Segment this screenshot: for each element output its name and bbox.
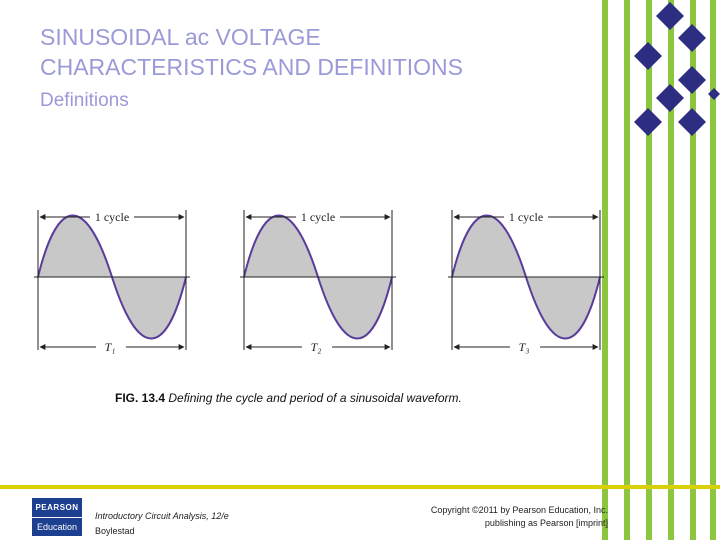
cycle-label-3: 1 cycle bbox=[509, 210, 543, 224]
logo-top-text: PEARSON bbox=[32, 498, 82, 518]
waveform-panel-2: 1 cycle T₂ bbox=[240, 210, 396, 354]
footer-divider bbox=[0, 485, 720, 489]
caption-figure-number: FIG. 13.4 bbox=[115, 391, 166, 405]
book-title: Introductory Circuit Analysis, 12/e bbox=[95, 511, 229, 521]
caption-text: Defining the cycle and period of a sinus… bbox=[168, 391, 462, 405]
copyright-line-2: publishing as Pearson [imprint] bbox=[484, 518, 608, 528]
sinusoid-figure: 1 cycle T₁ 1 cycle T₂ 1 cycle T₃ bbox=[34, 210, 604, 354]
cycle-label-2: 1 cycle bbox=[301, 210, 335, 224]
cycle-label-1: 1 cycle bbox=[95, 210, 129, 224]
slide-subtitle: Definitions bbox=[40, 90, 129, 111]
waveform-panel-1: 1 cycle T₁ bbox=[34, 210, 190, 354]
slide-title-line-2: CHARACTERISTICS AND DEFINITIONS bbox=[40, 54, 463, 80]
book-author: Boylestad bbox=[95, 526, 135, 536]
period-label-3: T₃ bbox=[519, 340, 530, 354]
period-label-2: T₂ bbox=[311, 340, 322, 354]
pearson-logo: PEARSON Education bbox=[32, 498, 82, 536]
copyright-notice: Copyright ©2011 by Pearson Education, In… bbox=[431, 504, 608, 530]
logo-bottom-text: Education bbox=[36, 522, 78, 532]
book-info: Introductory Circuit Analysis, 12/e Boyl… bbox=[95, 509, 229, 539]
period-label-1: T₁ bbox=[105, 340, 116, 354]
waveform-panel-3: 1 cycle T₃ bbox=[448, 210, 604, 354]
slide-title: SINUSOIDAL ac VOLTAGE CHARACTERISTICS AN… bbox=[40, 22, 463, 82]
slide-title-line-1: SINUSOIDAL ac VOLTAGE bbox=[40, 24, 321, 50]
decorative-stripes bbox=[602, 0, 720, 540]
copyright-line-1: Copyright ©2011 by Pearson Education, In… bbox=[430, 505, 608, 515]
figure-caption: FIG. 13.4 Defining the cycle and period … bbox=[115, 391, 462, 405]
